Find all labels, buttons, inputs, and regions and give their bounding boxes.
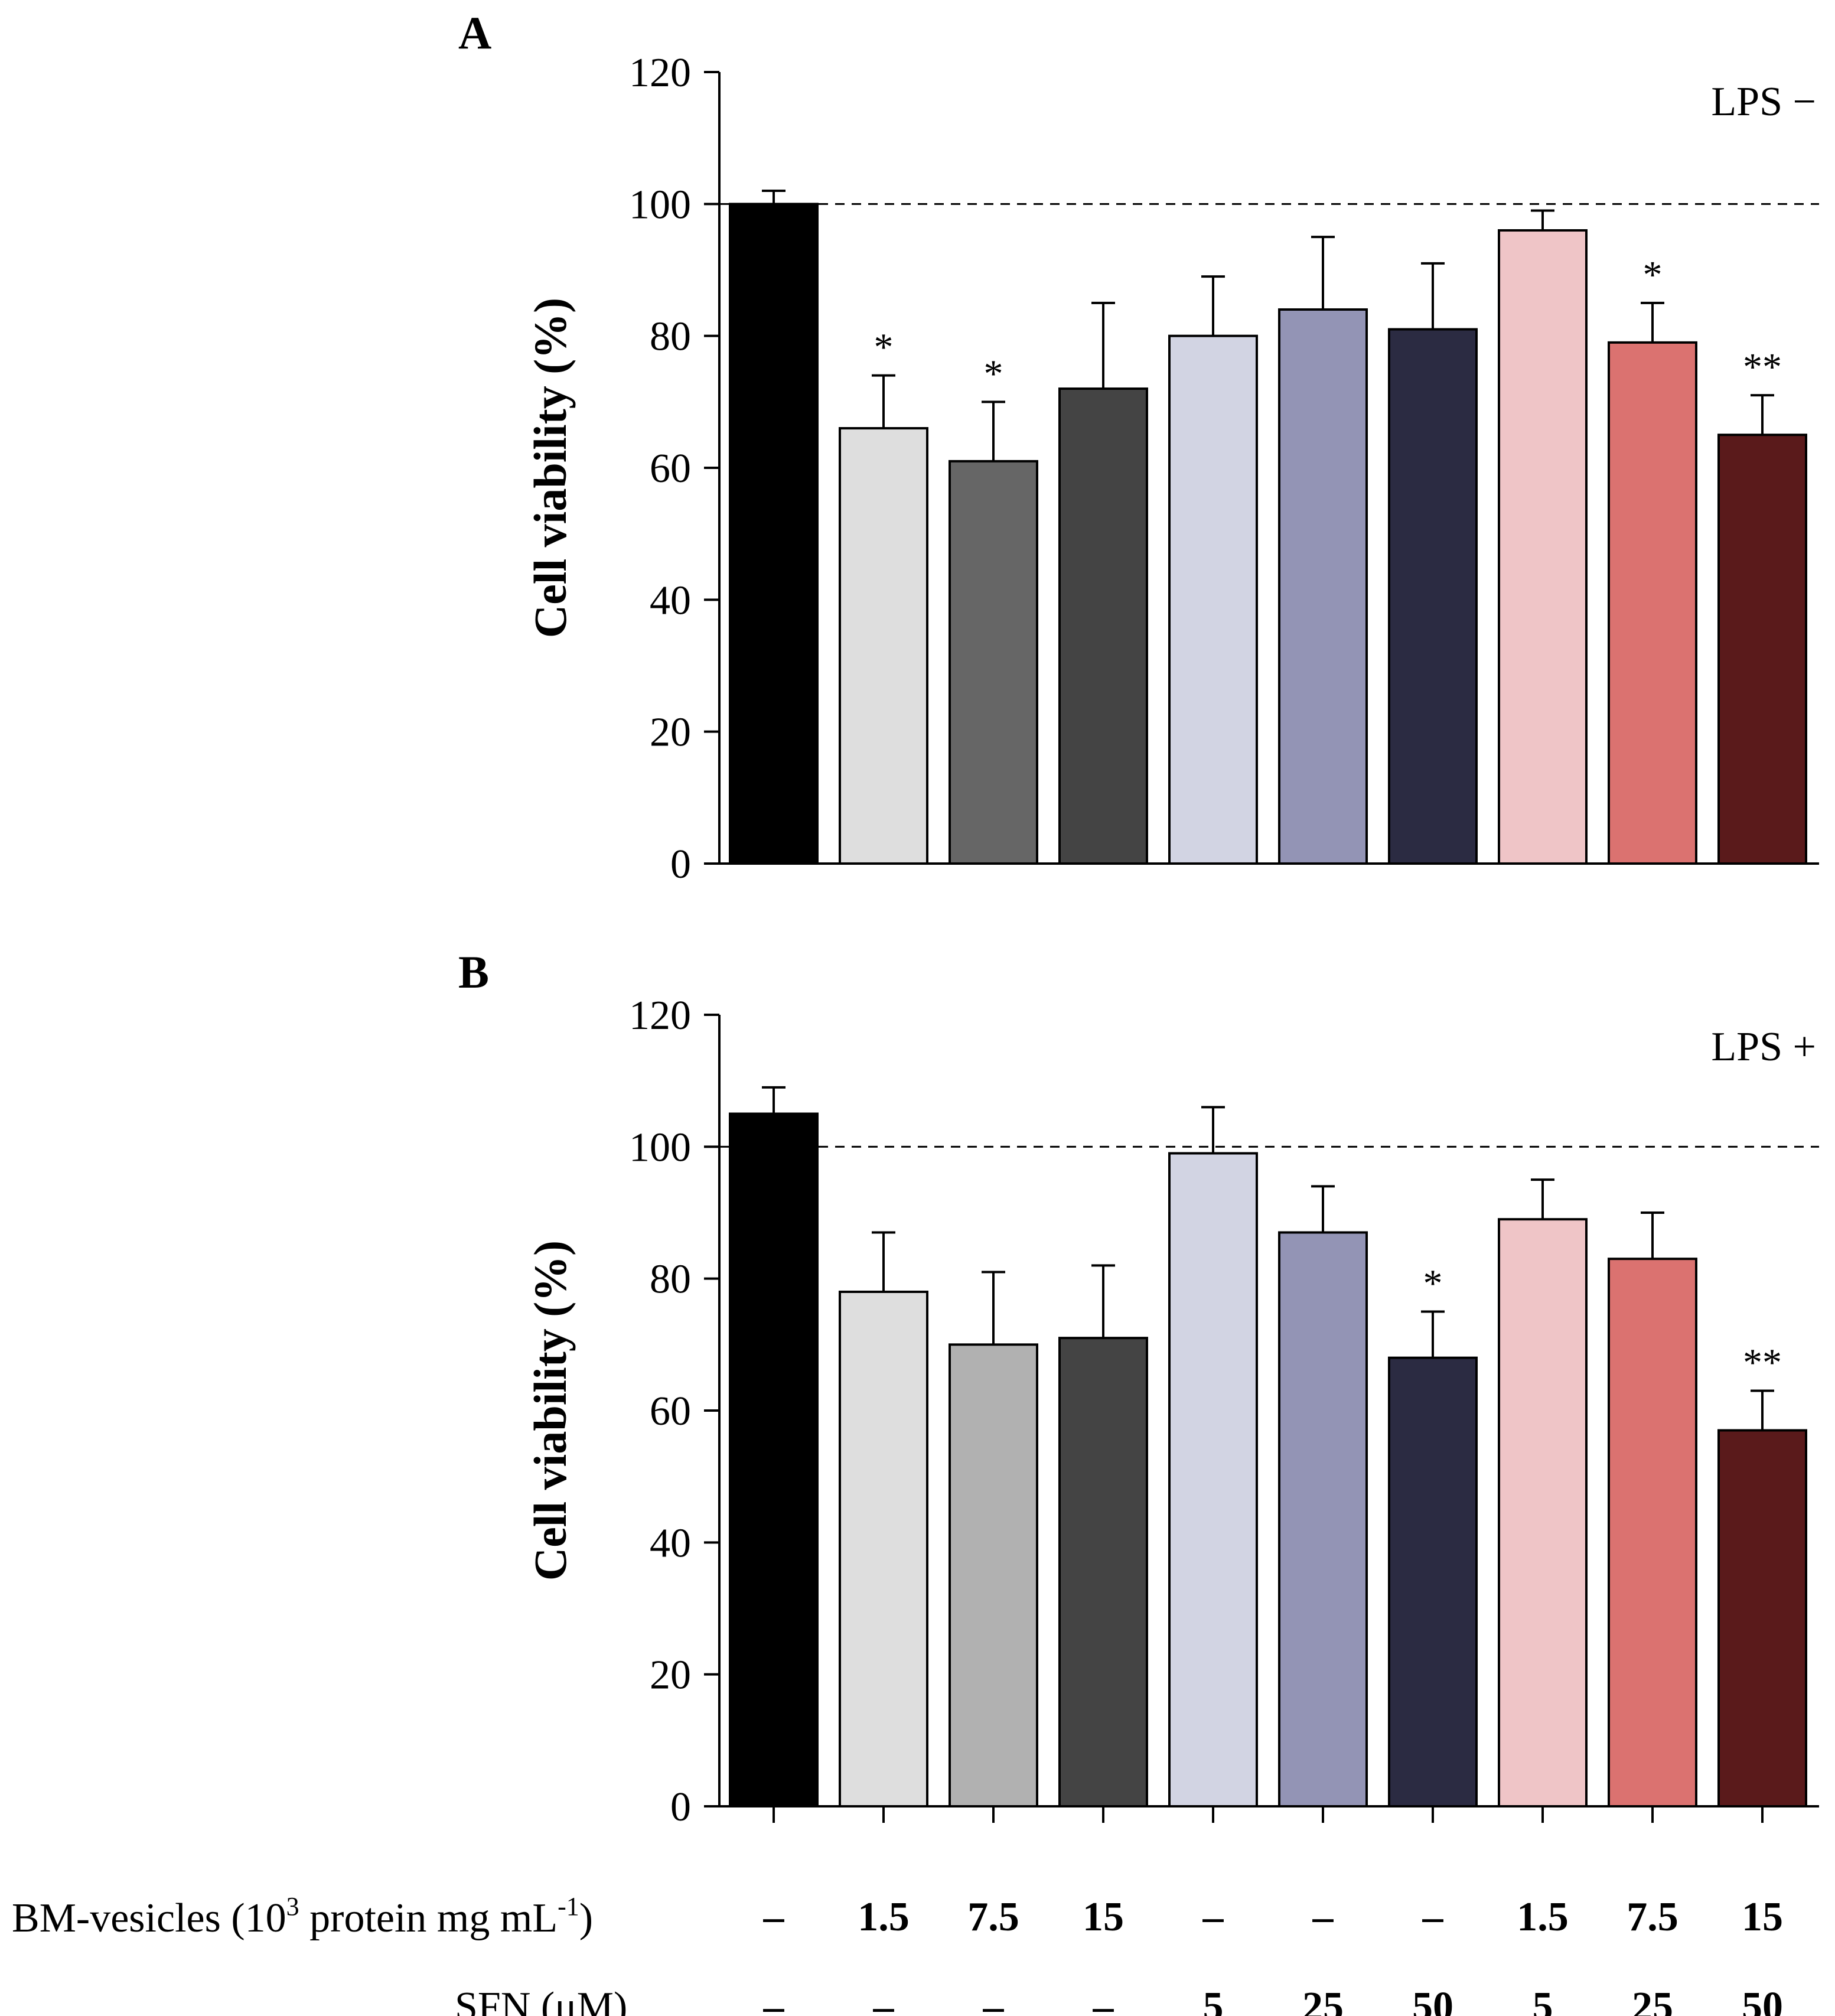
bm-vesicles-value: 15 bbox=[1742, 1894, 1783, 1940]
bm-vesicles-value: – bbox=[1202, 1894, 1224, 1940]
bm-vesicles-value: – bbox=[1312, 1894, 1334, 1940]
sfn-value: – bbox=[1093, 1984, 1114, 2016]
lps-annotation: LPS − bbox=[1711, 79, 1816, 125]
bar bbox=[1717, 1429, 1807, 1807]
significance-label: * bbox=[1423, 1262, 1443, 1305]
bar bbox=[1278, 308, 1368, 865]
sfn-value: 5 bbox=[1533, 1984, 1553, 2016]
panel-a: A LPS − Cell viability (%) 0 20 40 60 80 100 120 *… bbox=[458, 7, 1819, 887]
bm-label-prefix: BM-vesicles (10 bbox=[12, 1896, 286, 1941]
sfn-value: – bbox=[873, 1984, 895, 2016]
bm-vesicles-value: 15 bbox=[1083, 1894, 1124, 1940]
y-tick-label: 20 bbox=[650, 710, 691, 755]
significance-label: ** bbox=[1743, 1341, 1782, 1385]
bm-label-suffix: ) bbox=[579, 1896, 593, 1941]
bar bbox=[839, 427, 928, 865]
bar bbox=[1608, 1258, 1697, 1808]
sfn-value: 50 bbox=[1742, 1984, 1783, 2016]
bar bbox=[1498, 1218, 1588, 1808]
bar bbox=[1058, 1337, 1148, 1808]
y-tick-label: 0 bbox=[670, 1784, 691, 1830]
bm-vesicles-label: BM-vesicles (103 protein mg mL-1) bbox=[12, 1892, 593, 1941]
significance-label: * bbox=[874, 326, 894, 369]
sfn-value: 5 bbox=[1203, 1984, 1224, 2016]
bm-vesicles-value: 7.5 bbox=[967, 1894, 1019, 1940]
bm-label-sup1: 3 bbox=[286, 1892, 299, 1921]
bar bbox=[1717, 434, 1807, 865]
bm-vesicles-value: 1.5 bbox=[858, 1894, 910, 1940]
y-tick-label: 40 bbox=[650, 578, 691, 623]
conditions-table: BM-vesicles (103 protein mg mL-1) SFN (μ… bbox=[12, 1892, 1783, 2016]
lps-annotation: LPS + bbox=[1711, 1024, 1816, 1070]
sfn-value: 25 bbox=[1302, 1984, 1344, 2016]
bm-vesicles-value: – bbox=[1422, 1894, 1444, 1940]
panel-label: A bbox=[458, 7, 491, 58]
significance-label: * bbox=[1643, 253, 1663, 297]
y-tick-label: 120 bbox=[629, 50, 691, 96]
bar bbox=[949, 1343, 1038, 1807]
sfn-label: SFN (μM) bbox=[455, 1984, 627, 2016]
bar bbox=[1388, 1356, 1478, 1808]
sfn-value: 50 bbox=[1412, 1984, 1453, 2016]
sfn-value: 25 bbox=[1632, 1984, 1673, 2016]
bar bbox=[1058, 387, 1148, 865]
y-tick-label: 20 bbox=[650, 1653, 691, 1698]
bar bbox=[1168, 1152, 1258, 1807]
panel-label: B bbox=[458, 946, 489, 998]
bar bbox=[1168, 334, 1258, 865]
panel-b: B LPS + Cell viability (%) 0 20 40 60 80 100 120 *… bbox=[458, 946, 1819, 1830]
bar bbox=[1278, 1231, 1368, 1807]
sfn-value: – bbox=[983, 1984, 1005, 2016]
y-tick-label: 80 bbox=[650, 314, 691, 360]
y-tick-label: 100 bbox=[629, 1125, 691, 1170]
y-tick-label: 40 bbox=[650, 1520, 691, 1566]
bar bbox=[729, 203, 819, 865]
sfn-value: – bbox=[763, 1984, 785, 2016]
y-tick-label: 120 bbox=[629, 993, 691, 1038]
y-tick-label: 80 bbox=[650, 1257, 691, 1302]
y-axis-label: Cell viability (%) bbox=[524, 1240, 576, 1581]
y-tick-label: 100 bbox=[629, 182, 691, 227]
y-tick-label: 0 bbox=[670, 842, 691, 887]
y-tick-label: 60 bbox=[650, 1389, 691, 1434]
bm-label-sup2: -1 bbox=[558, 1892, 579, 1921]
bm-vesicles-value: 1.5 bbox=[1517, 1894, 1569, 1940]
bm-vesicles-value: – bbox=[763, 1894, 785, 1940]
bar bbox=[1608, 341, 1697, 865]
y-axis-label: Cell viability (%) bbox=[524, 298, 576, 638]
bar bbox=[1388, 328, 1478, 865]
bar bbox=[729, 1112, 819, 1807]
bm-label-mid: protein mg mL bbox=[299, 1896, 558, 1941]
significance-label: * bbox=[984, 352, 1003, 395]
bm-vesicles-value: 7.5 bbox=[1627, 1894, 1678, 1940]
significance-label: ** bbox=[1743, 346, 1782, 389]
y-tick-label: 60 bbox=[650, 446, 691, 491]
bar bbox=[949, 460, 1038, 865]
bar bbox=[839, 1291, 928, 1807]
bar bbox=[1498, 229, 1588, 865]
